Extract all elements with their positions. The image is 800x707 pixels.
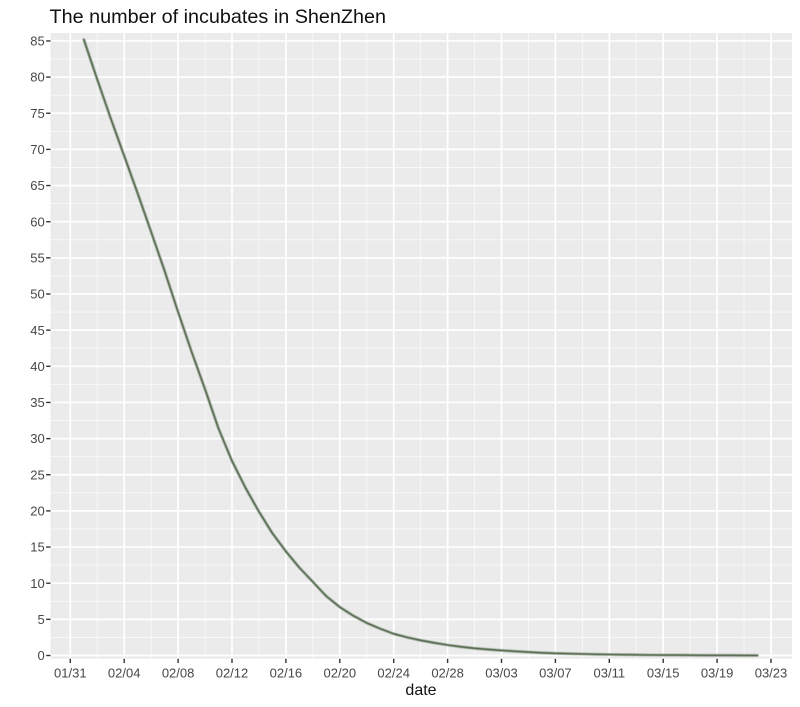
svg-text:5: 5: [37, 612, 44, 627]
svg-text:35: 35: [30, 395, 44, 410]
svg-text:02/20: 02/20: [324, 665, 357, 680]
svg-text:03/03: 03/03: [485, 665, 518, 680]
svg-text:65: 65: [30, 178, 44, 193]
svg-text:50: 50: [30, 287, 44, 302]
svg-text:02/28: 02/28: [431, 665, 464, 680]
svg-text:15: 15: [30, 540, 44, 555]
svg-text:01/31: 01/31: [54, 665, 87, 680]
svg-text:date: date: [405, 682, 436, 699]
svg-text:30: 30: [30, 431, 44, 446]
svg-text:25: 25: [30, 467, 44, 482]
svg-text:02/16: 02/16: [270, 665, 303, 680]
svg-text:02/08: 02/08: [162, 665, 195, 680]
svg-text:75: 75: [30, 106, 44, 121]
svg-text:45: 45: [30, 323, 44, 338]
svg-text:40: 40: [30, 359, 44, 374]
svg-text:55: 55: [30, 251, 44, 266]
svg-text:The number of incubates in She: The number of incubates in ShenZhen: [50, 6, 387, 28]
svg-text:03/23: 03/23: [755, 665, 788, 680]
svg-text:10: 10: [30, 576, 44, 591]
svg-text:0: 0: [37, 648, 44, 663]
svg-text:60: 60: [30, 214, 44, 229]
svg-text:70: 70: [30, 142, 44, 157]
svg-text:20: 20: [30, 504, 44, 519]
svg-text:03/11: 03/11: [594, 665, 626, 680]
svg-text:03/15: 03/15: [647, 665, 680, 680]
svg-text:02/24: 02/24: [377, 665, 410, 680]
svg-text:80: 80: [30, 70, 44, 85]
svg-text:02/04: 02/04: [108, 665, 141, 680]
svg-text:03/19: 03/19: [701, 665, 734, 680]
svg-text:02/12: 02/12: [216, 665, 249, 680]
svg-text:03/07: 03/07: [539, 665, 572, 680]
svg-text:85: 85: [30, 34, 44, 49]
